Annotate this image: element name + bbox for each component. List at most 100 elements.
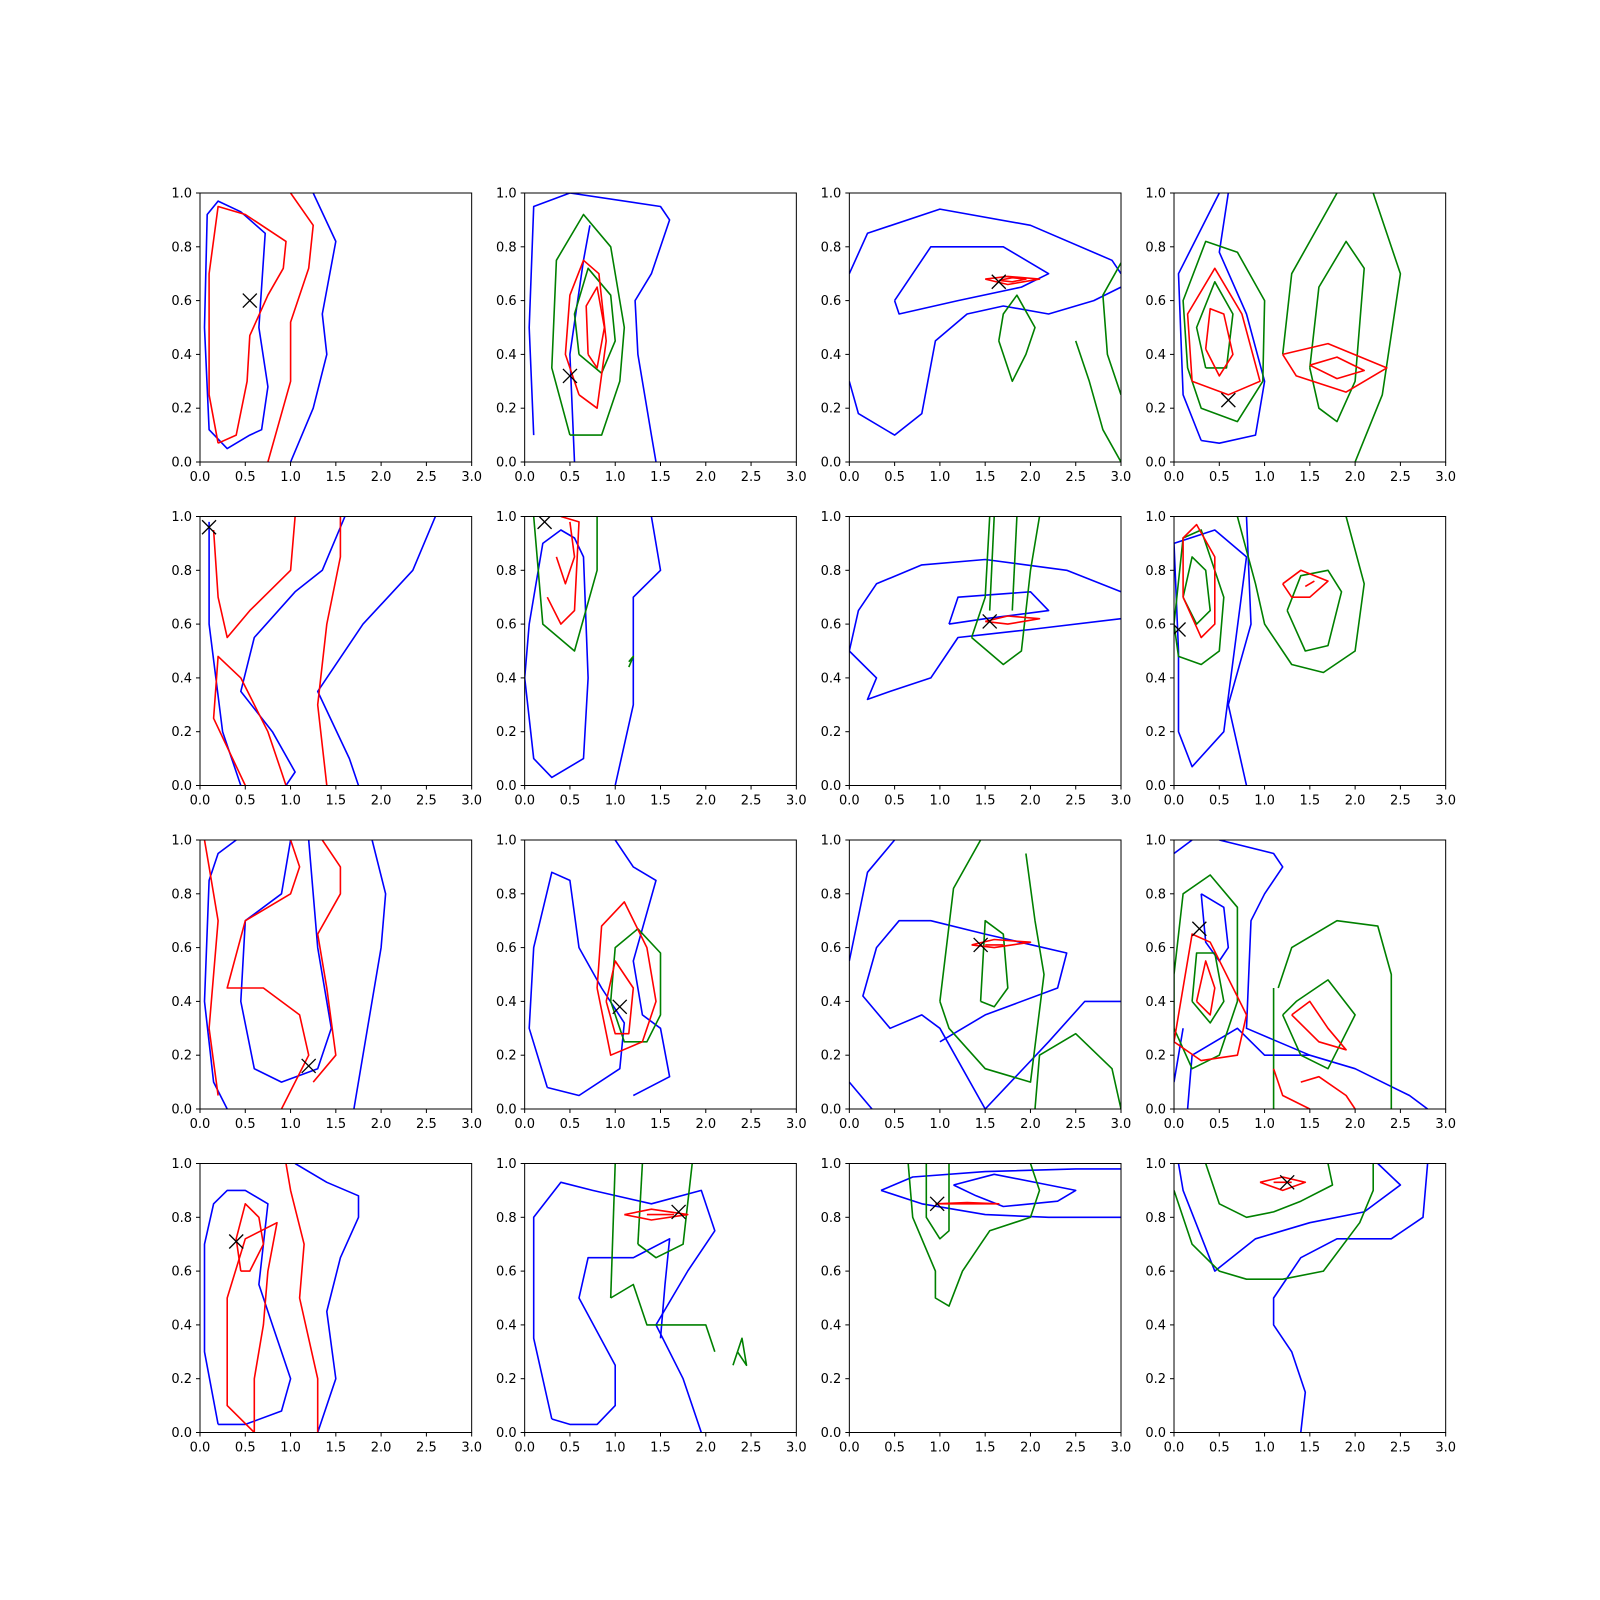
x-tick-label: 0.0	[839, 794, 860, 809]
contour-line	[849, 1081, 873, 1109]
y-tick-label: 0.8	[1145, 1211, 1166, 1226]
x-tick-label: 0.5	[884, 1441, 905, 1456]
y-tick-label: 0.0	[171, 1103, 192, 1118]
x-tick-label: 1.0	[930, 794, 951, 809]
x-tick-label: 2.0	[371, 1441, 392, 1456]
x-tick-label: 1.0	[605, 1441, 626, 1456]
contour-line	[939, 853, 1045, 1083]
y-tick-label: 1.0	[496, 187, 517, 202]
contour-line	[1282, 342, 1388, 393]
x-tick-label: 0.0	[839, 1441, 860, 1456]
contour-line	[1204, 1163, 1334, 1219]
y-tick-label: 0.0	[496, 779, 517, 794]
axes-frame	[524, 516, 797, 786]
axes-frame	[199, 516, 473, 786]
y-tick-label: 0.4	[821, 995, 842, 1010]
contour-line	[1272, 1068, 1311, 1109]
y-tick-label: 0.4	[1145, 348, 1166, 363]
contour-line	[532, 516, 598, 652]
axes-frame	[524, 192, 797, 463]
contour-line	[609, 928, 662, 1043]
contour-line	[979, 919, 1009, 1008]
contour-line	[880, 1189, 1121, 1219]
x-tick-label: 1.5	[1300, 794, 1321, 809]
x-tick-label: 3.0	[461, 1117, 482, 1132]
contour-line	[948, 591, 1050, 625]
x-tick-label: 2.5	[1065, 470, 1086, 485]
x-tick-label: 1.5	[325, 470, 346, 485]
contour-line	[1191, 952, 1225, 1024]
plot-area	[849, 208, 1122, 462]
x-tick-label: 2.5	[416, 1117, 437, 1132]
y-tick-label: 0.4	[496, 995, 517, 1010]
contour-line	[1259, 1176, 1307, 1192]
plot-area	[849, 516, 1122, 701]
contour-line	[985, 615, 1041, 625]
x-tick-label: 0.0	[514, 794, 535, 809]
x-marker	[537, 516, 553, 530]
subplot-4-4: 0.0 0.5 1.0 1.5 2.0 2.5 3.0 0.0 0.2 0.4 0.6 0.8 1.0	[1145, 1157, 1456, 1456]
subplot-4-3: 0.0 0.5 1.0 1.5 2.0 2.5 3.0 0.0 0.2 0.4 0.6 0.8 1.0	[821, 1157, 1132, 1456]
x-tick-label: 1.5	[325, 1117, 346, 1132]
subplot-2-4: 0.0 0.5 1.0 1.5 2.0 2.5 3.0 0.0 0.2 0.4 0.6 0.8 1.0	[1145, 510, 1456, 809]
x-tick-label: 1.5	[650, 1117, 671, 1132]
contour-line	[998, 276, 1027, 283]
x-tick-label: 3.0	[461, 470, 482, 485]
x-tick-label: 2.0	[1345, 470, 1366, 485]
contour-line	[637, 1163, 693, 1259]
x-tick-label: 3.0	[461, 1441, 482, 1456]
x-tick-label: 1.0	[1254, 1441, 1275, 1456]
x-tick-label: 0.5	[235, 1117, 256, 1132]
contour-line	[624, 1208, 689, 1221]
y-tick-label: 0.2	[1145, 402, 1166, 417]
x-tick-label: 0.5	[560, 1441, 581, 1456]
axes-frame	[199, 839, 473, 1110]
x-tick-label: 0.0	[1164, 794, 1185, 809]
x-tick-label: 1.5	[1300, 470, 1321, 485]
x-tick-label: 1.5	[1300, 1441, 1321, 1456]
contour-line	[1186, 267, 1261, 396]
y-tick-label: 0.6	[821, 1265, 842, 1280]
contour-line	[212, 516, 296, 639]
x-marker	[1220, 392, 1236, 408]
contour-line	[1354, 193, 1402, 462]
contour-line	[628, 655, 635, 668]
subplot-2-3: 0.0 0.5 1.0 1.5 2.0 2.5 3.0 0.0 0.2 0.4 0.6 0.8 1.0	[821, 510, 1132, 809]
y-tick-label: 1.0	[171, 1157, 192, 1172]
x-tick-label: 0.0	[514, 1441, 535, 1456]
y-tick-label: 0.8	[821, 887, 842, 902]
y-tick-label: 1.0	[496, 510, 517, 525]
x-tick-label: 3.0	[1435, 1441, 1456, 1456]
x-marker	[1279, 1174, 1295, 1190]
x-marker	[201, 519, 217, 535]
plot-area	[203, 1163, 360, 1433]
y-tick-label: 0.2	[821, 1372, 842, 1387]
x-tick-label: 2.0	[1020, 1441, 1041, 1456]
x-tick-label: 2.0	[695, 1441, 716, 1456]
y-tick-label: 0.0	[496, 1426, 517, 1441]
contour-line	[1174, 840, 1193, 855]
subplot-1-1: 0.0 0.5 1.0 1.5 2.0 2.5 3.0 0.0 0.2 0.4 0.6 0.8 1.0	[171, 187, 482, 486]
contour-line	[203, 840, 219, 1096]
contour-line	[1174, 529, 1225, 666]
axes-frame	[524, 1163, 797, 1433]
y-tick-label: 0.8	[496, 240, 517, 255]
x-tick-label: 2.0	[1345, 1441, 1366, 1456]
contour-line	[849, 208, 1122, 275]
x-tick-label: 1.0	[930, 1117, 951, 1132]
y-tick-label: 0.4	[821, 348, 842, 363]
y-tick-label: 0.8	[1145, 887, 1166, 902]
contour-line	[1291, 1000, 1347, 1051]
contour-line	[353, 840, 387, 1109]
contour-line	[1300, 1075, 1356, 1109]
x-tick-label: 1.0	[280, 794, 301, 809]
y-tick-label: 0.2	[821, 1049, 842, 1064]
y-tick-label: 0.2	[1145, 1372, 1166, 1387]
contour-line	[1034, 1032, 1122, 1109]
x-tick-label: 2.5	[1390, 794, 1411, 809]
contour-line	[1304, 580, 1315, 588]
x-tick-label: 2.5	[1065, 1117, 1086, 1132]
x-tick-label: 2.5	[1390, 1441, 1411, 1456]
y-tick-label: 0.8	[821, 1211, 842, 1226]
y-tick-label: 0.2	[171, 1372, 192, 1387]
